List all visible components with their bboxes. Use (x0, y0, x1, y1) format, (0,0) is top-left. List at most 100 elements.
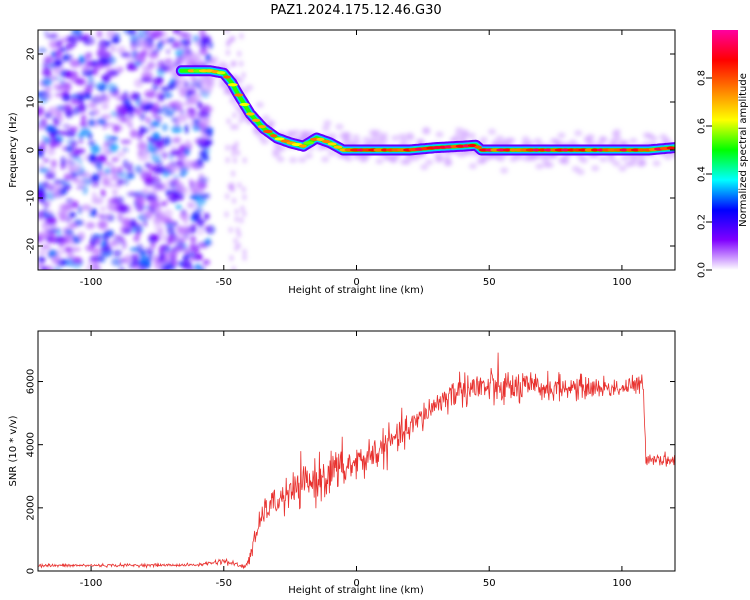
noise-blob (103, 229, 115, 238)
noise-blob (144, 90, 157, 99)
noise-blob (180, 209, 187, 215)
noise-blob (108, 135, 119, 142)
noise-blob (101, 103, 109, 110)
noise-blob (96, 49, 105, 58)
noise-blob (242, 248, 247, 255)
spectrogram-ylabel: Frequency (Hz) (8, 112, 19, 188)
noise-blob (45, 86, 52, 92)
noise-blob (136, 249, 148, 255)
ridge-core (503, 148, 512, 152)
noise-blob (191, 93, 202, 100)
noise-blob (129, 247, 140, 252)
noise-blob (141, 188, 150, 194)
noise-blob (194, 139, 207, 144)
noise-blob (68, 149, 74, 159)
halo-blob (223, 89, 232, 96)
noise-blob (153, 160, 163, 165)
halo-blob (267, 120, 276, 127)
noise-blob (199, 30, 206, 39)
noise-blob (171, 125, 182, 134)
noise-blob (169, 149, 182, 156)
noise-blob (239, 217, 244, 224)
noise-blob (77, 231, 86, 241)
ridge-core (245, 112, 255, 116)
ridge-core (257, 125, 267, 129)
halo-blob (422, 128, 431, 135)
noise-blob (82, 185, 88, 195)
ridge-core (543, 148, 553, 152)
noise-blob (45, 183, 53, 189)
noise-blob (88, 119, 95, 127)
halo-blob (380, 132, 389, 139)
noise-blob (60, 156, 66, 166)
noise-blob (196, 158, 203, 165)
noise-blob (193, 205, 204, 216)
halo-blob (180, 85, 189, 92)
noise-blob (106, 30, 116, 39)
ridge-core (239, 102, 250, 107)
noise-blob (190, 188, 199, 195)
noise-blob (108, 143, 119, 153)
noise-blob (38, 124, 45, 131)
noise-blob (91, 247, 102, 256)
noise-blob (242, 210, 247, 217)
spectrogram-ytick-label: 0 (26, 147, 37, 153)
noise-blob (173, 244, 185, 252)
noise-blob (239, 33, 244, 40)
noise-blob (151, 30, 164, 38)
noise-blob (162, 136, 169, 145)
noise-blob (54, 187, 59, 198)
snr-series-line (38, 352, 675, 570)
noise-blob (81, 65, 90, 72)
ridge-core (310, 137, 320, 141)
ridge-core (227, 83, 238, 87)
spectrogram-xtick-label: -100 (80, 277, 103, 288)
noise-blob (154, 216, 161, 224)
noise-blob (85, 39, 90, 45)
noise-blob (233, 101, 238, 108)
halo-blob (479, 136, 488, 143)
noise-blob (64, 44, 69, 53)
noise-blob (151, 82, 159, 92)
halo-blob (487, 128, 496, 135)
halo-blob (287, 131, 296, 138)
noise-blob (177, 261, 182, 267)
noise-blob (100, 188, 106, 198)
noise-blob (111, 175, 119, 181)
noise-blob (162, 123, 168, 132)
noise-blob (42, 93, 47, 99)
halo-blob (289, 156, 298, 163)
noise-blob (38, 106, 45, 116)
ridge-core (252, 118, 261, 122)
noise-blob (150, 121, 161, 128)
noise-blob (66, 35, 77, 42)
ridge-core (216, 71, 226, 75)
halo-blob (416, 138, 425, 145)
noise-blob (50, 50, 57, 58)
noise-blob (110, 166, 117, 176)
noise-blob (230, 61, 235, 68)
noise-blob (204, 238, 212, 246)
noise-blob (120, 217, 131, 226)
noise-blob (77, 56, 86, 65)
halo-blob (664, 153, 673, 160)
snr-panel: -100 -50 0 50 100 0 2000 4000 6000 Height of str… (8, 330, 676, 596)
noise-blob (207, 41, 213, 49)
halo-blob (542, 161, 551, 168)
noise-blob (228, 226, 233, 233)
halo-blob (245, 84, 254, 91)
noise-blob (38, 250, 48, 255)
noise-blob (233, 238, 238, 245)
noise-blob (81, 204, 92, 211)
noise-blob (163, 112, 175, 117)
noise-blob (38, 262, 42, 269)
noise-blob (133, 234, 140, 242)
noise-blob (100, 114, 112, 120)
noise-blob (230, 186, 235, 193)
noise-blob (231, 150, 236, 157)
halo-blob (189, 58, 198, 65)
ridge-core (223, 75, 231, 79)
noise-blob (85, 82, 96, 90)
noise-blob (72, 200, 79, 209)
noise-blob (123, 30, 135, 35)
